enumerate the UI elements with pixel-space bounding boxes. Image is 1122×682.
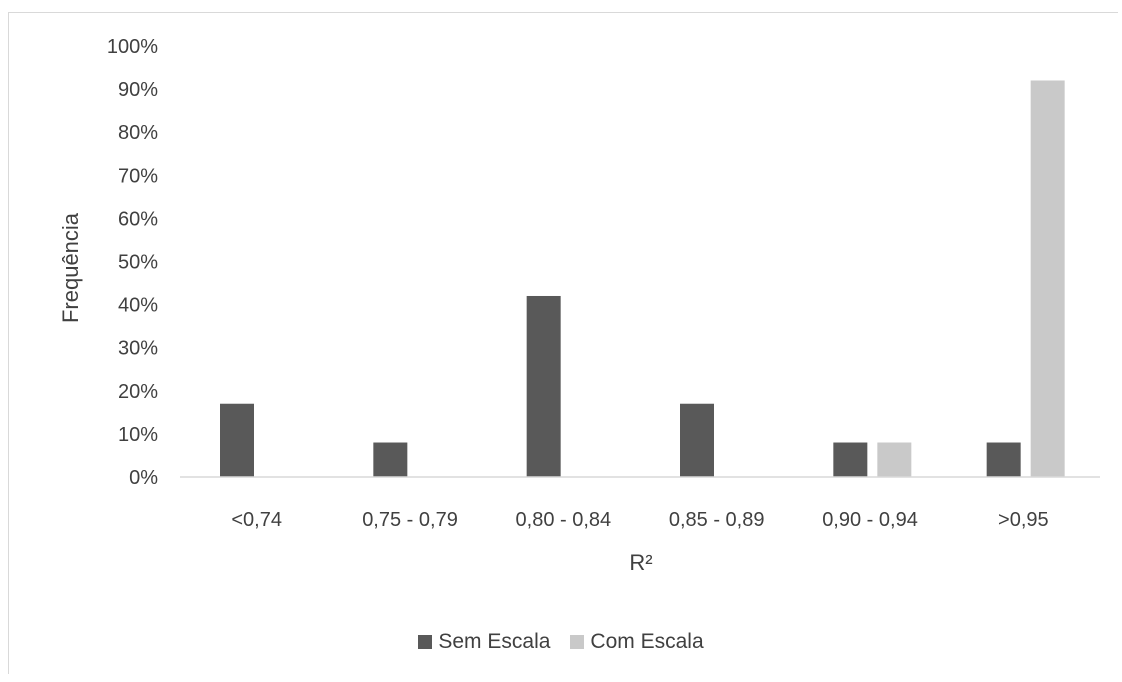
y-tick-label: 10%: [118, 424, 158, 446]
legend-item: Com Escala: [570, 630, 704, 654]
y-axis-title: Frequência: [58, 212, 83, 323]
bar-sem-escala: [220, 403, 254, 477]
bars: [220, 80, 1065, 477]
bar-sem-escala: [833, 442, 868, 477]
y-tick-label: 70%: [118, 165, 158, 187]
x-axis-title: R²: [629, 550, 652, 575]
y-tick-label: 100%: [107, 36, 158, 58]
chart-frame: [8, 12, 1118, 674]
legend-label: Com Escala: [590, 630, 704, 653]
legend-item: Sem Escala: [418, 630, 550, 654]
bar-sem-escala: [373, 442, 408, 477]
legend-label: Sem Escala: [438, 630, 551, 653]
x-tick-label: 0,85 - 0,89: [669, 509, 765, 531]
y-tick-label: 50%: [118, 252, 158, 274]
y-tick-label: 30%: [118, 338, 158, 360]
x-tick-label: <0,74: [231, 509, 282, 531]
bar-com-escala: [877, 442, 912, 477]
bar-sem-escala: [680, 403, 714, 477]
legend: Sem Escala Com Escala: [0, 630, 1122, 654]
legend-swatch: [570, 635, 585, 649]
y-axis-ticks: 0% 10% 20% 30% 40% 50% 60% 70% 80% 90% 100%: [107, 36, 158, 489]
x-tick-label: >0,95: [998, 509, 1049, 531]
y-tick-label: 80%: [118, 122, 158, 144]
y-tick-label: 40%: [118, 295, 158, 317]
bar-sem-escala: [526, 295, 561, 477]
y-tick-label: 90%: [118, 79, 158, 101]
x-tick-label: 0,80 - 0,84: [516, 509, 612, 531]
bar-com-escala: [1030, 80, 1065, 477]
legend-swatch: [418, 635, 433, 649]
y-tick-label: 20%: [118, 381, 158, 403]
bar-sem-escala: [986, 442, 1021, 477]
x-tick-label: 0,90 - 0,94: [822, 509, 918, 531]
x-tick-label: 0,75 - 0,79: [362, 509, 458, 531]
x-axis-ticks: <0,74 0,75 - 0,79 0,80 - 0,84 0,85 - 0,89 0,…: [231, 509, 1048, 531]
y-tick-label: 60%: [118, 208, 158, 230]
y-tick-label: 0%: [129, 467, 158, 489]
